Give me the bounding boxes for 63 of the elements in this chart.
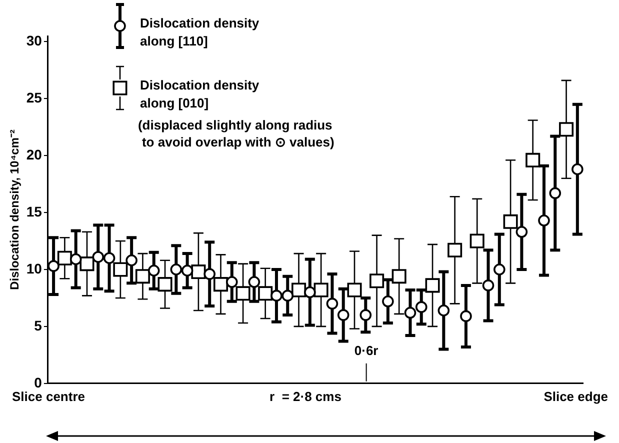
point bbox=[404, 306, 416, 319]
point bbox=[538, 214, 550, 226]
point bbox=[482, 280, 494, 292]
legend-label: Dislocation density along [010] bbox=[140, 78, 260, 111]
text: Slice edge bbox=[544, 388, 608, 404]
y-tick-label: 30 bbox=[26, 32, 42, 49]
point bbox=[103, 252, 116, 264]
y-tick-label: 20 bbox=[26, 146, 42, 162]
point bbox=[438, 304, 450, 316]
point bbox=[258, 286, 273, 301]
point bbox=[559, 122, 574, 137]
point bbox=[191, 264, 206, 280]
point bbox=[382, 295, 394, 308]
point bbox=[494, 264, 506, 276]
point bbox=[304, 286, 316, 298]
annotation: (displaced slightly along radius to avoid overlap with ⊙ values) bbox=[138, 118, 334, 150]
point bbox=[57, 250, 72, 266]
x-axis-title: r = 2·8 cms bbox=[270, 388, 342, 404]
point bbox=[126, 254, 138, 266]
point bbox=[170, 264, 182, 276]
point bbox=[370, 274, 384, 288]
text: Slice centre bbox=[12, 388, 85, 404]
point bbox=[549, 187, 562, 200]
point bbox=[113, 262, 128, 277]
point bbox=[448, 242, 462, 258]
point bbox=[148, 264, 160, 277]
point bbox=[516, 226, 528, 238]
point bbox=[248, 276, 260, 288]
point bbox=[425, 278, 440, 293]
point bbox=[337, 309, 350, 321]
point bbox=[326, 298, 338, 310]
y-tick-label: 5 bbox=[34, 317, 42, 334]
point bbox=[460, 310, 472, 322]
point bbox=[92, 251, 104, 263]
point bbox=[236, 286, 250, 301]
annotation: 0·6r bbox=[354, 342, 378, 358]
point bbox=[213, 277, 228, 292]
point bbox=[360, 309, 372, 321]
y-axis-title: Dislocation density, 10⁴cm⁻² bbox=[8, 129, 22, 290]
point bbox=[314, 282, 328, 298]
point bbox=[503, 214, 518, 229]
y-tick-label: 0 bbox=[34, 374, 42, 390]
point bbox=[80, 256, 94, 272]
point bbox=[572, 163, 584, 176]
y-tick-label: 25 bbox=[26, 90, 42, 106]
point bbox=[270, 290, 282, 302]
point bbox=[48, 260, 60, 272]
point bbox=[392, 269, 406, 284]
legend-label: Dislocation density along [110] bbox=[140, 16, 260, 49]
point bbox=[70, 253, 82, 266]
point bbox=[181, 264, 194, 277]
point bbox=[282, 290, 294, 302]
y-tick-label: 15 bbox=[26, 203, 42, 220]
point bbox=[204, 268, 216, 280]
point bbox=[470, 234, 484, 248]
point bbox=[158, 277, 172, 292]
point bbox=[347, 282, 362, 298]
point bbox=[526, 152, 540, 168]
point bbox=[226, 276, 238, 288]
point bbox=[415, 301, 428, 313]
y-tick-label: 10 bbox=[26, 260, 42, 276]
point bbox=[135, 269, 150, 284]
point bbox=[292, 282, 306, 298]
